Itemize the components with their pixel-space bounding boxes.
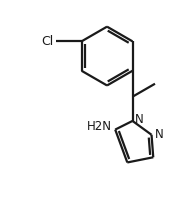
Text: Cl: Cl [42,35,54,48]
Text: N: N [155,128,164,141]
Text: N: N [135,113,144,126]
Text: H2N: H2N [87,121,112,134]
